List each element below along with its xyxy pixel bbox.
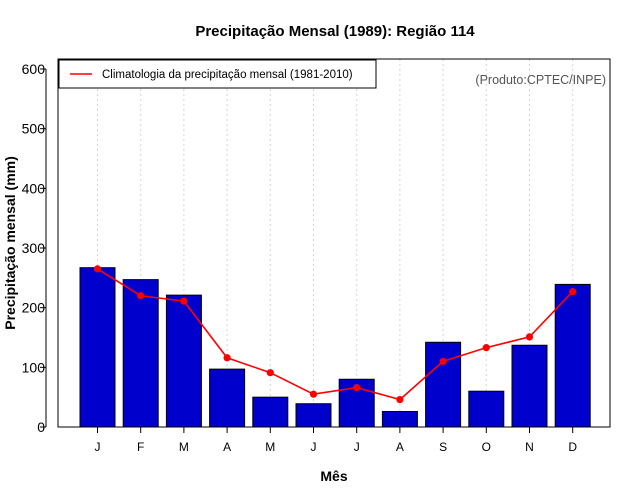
climatology-point-10: [482, 344, 490, 352]
bar-6: [295, 403, 332, 428]
y-tick-label-0: 0: [37, 419, 45, 435]
legend-box: [58, 59, 377, 89]
x-tick-label-5: M: [265, 440, 275, 454]
climatology-point-9: [439, 357, 447, 365]
climatology-point-1: [93, 265, 102, 273]
chart-title: Precipitação Mensal (1989): Região 114: [195, 23, 475, 40]
climatology-point-5: [266, 369, 274, 377]
x-tick-label-8: A: [396, 440, 404, 454]
climatology-point-3: [180, 297, 188, 305]
x-axis-title: Mês: [320, 468, 347, 484]
bar-9: [425, 341, 462, 428]
climatology-point-7: [353, 384, 361, 392]
bar-11: [511, 344, 548, 428]
y-tick-label-500: 500: [22, 121, 46, 137]
bar-5: [252, 396, 289, 428]
climatology-point-8: [396, 395, 404, 404]
source-credit: (Produto:CPTEC/INPE): [475, 73, 606, 87]
climatology-point-11: [525, 333, 534, 341]
x-tick-label-11: N: [525, 440, 534, 454]
y-tick-label-200: 200: [22, 300, 46, 316]
y-axis-title: Precipitação mensal (mm): [2, 156, 18, 330]
y-tick-label-600: 600: [22, 61, 46, 77]
bar-3: [165, 294, 202, 428]
climatology-point-2: [137, 292, 145, 300]
y-axis: 0 100 200 300 400 500 600: [22, 61, 47, 435]
x-tick-label-7: J: [354, 440, 360, 454]
climatology-line: [97, 268, 574, 401]
x-tick-label-6: J: [311, 440, 317, 454]
climatology-point-4: [223, 354, 231, 362]
y-tick-label-100: 100: [22, 359, 46, 375]
bar-series: [79, 267, 591, 428]
x-tick-label-4: A: [223, 440, 231, 454]
climatology-series: [93, 265, 577, 404]
climatology-point-6: [309, 390, 318, 398]
y-tick-label-400: 400: [22, 180, 46, 196]
bar-12: [554, 283, 591, 428]
x-tick-label-2: F: [137, 440, 144, 454]
x-tick-label-12: D: [568, 440, 577, 454]
x-tick-label-3: M: [179, 440, 189, 454]
x-tick-label-10: O: [482, 440, 491, 454]
legend: Climatologia da precipitação mensal (198…: [58, 59, 377, 89]
climatology-point-12: [569, 287, 577, 296]
bar-1: [79, 267, 116, 428]
x-tick-label-1: J: [95, 440, 101, 454]
legend-label: Climatologia da precipitação mensal (198…: [102, 69, 353, 81]
x-tick-label-9: S: [439, 440, 447, 454]
bar-8: [381, 410, 418, 428]
bar-4: [209, 368, 246, 428]
bar-10: [468, 390, 505, 428]
plot-frame: [57, 58, 611, 428]
bar-2: [122, 279, 159, 428]
y-tick-label-300: 300: [22, 240, 46, 256]
